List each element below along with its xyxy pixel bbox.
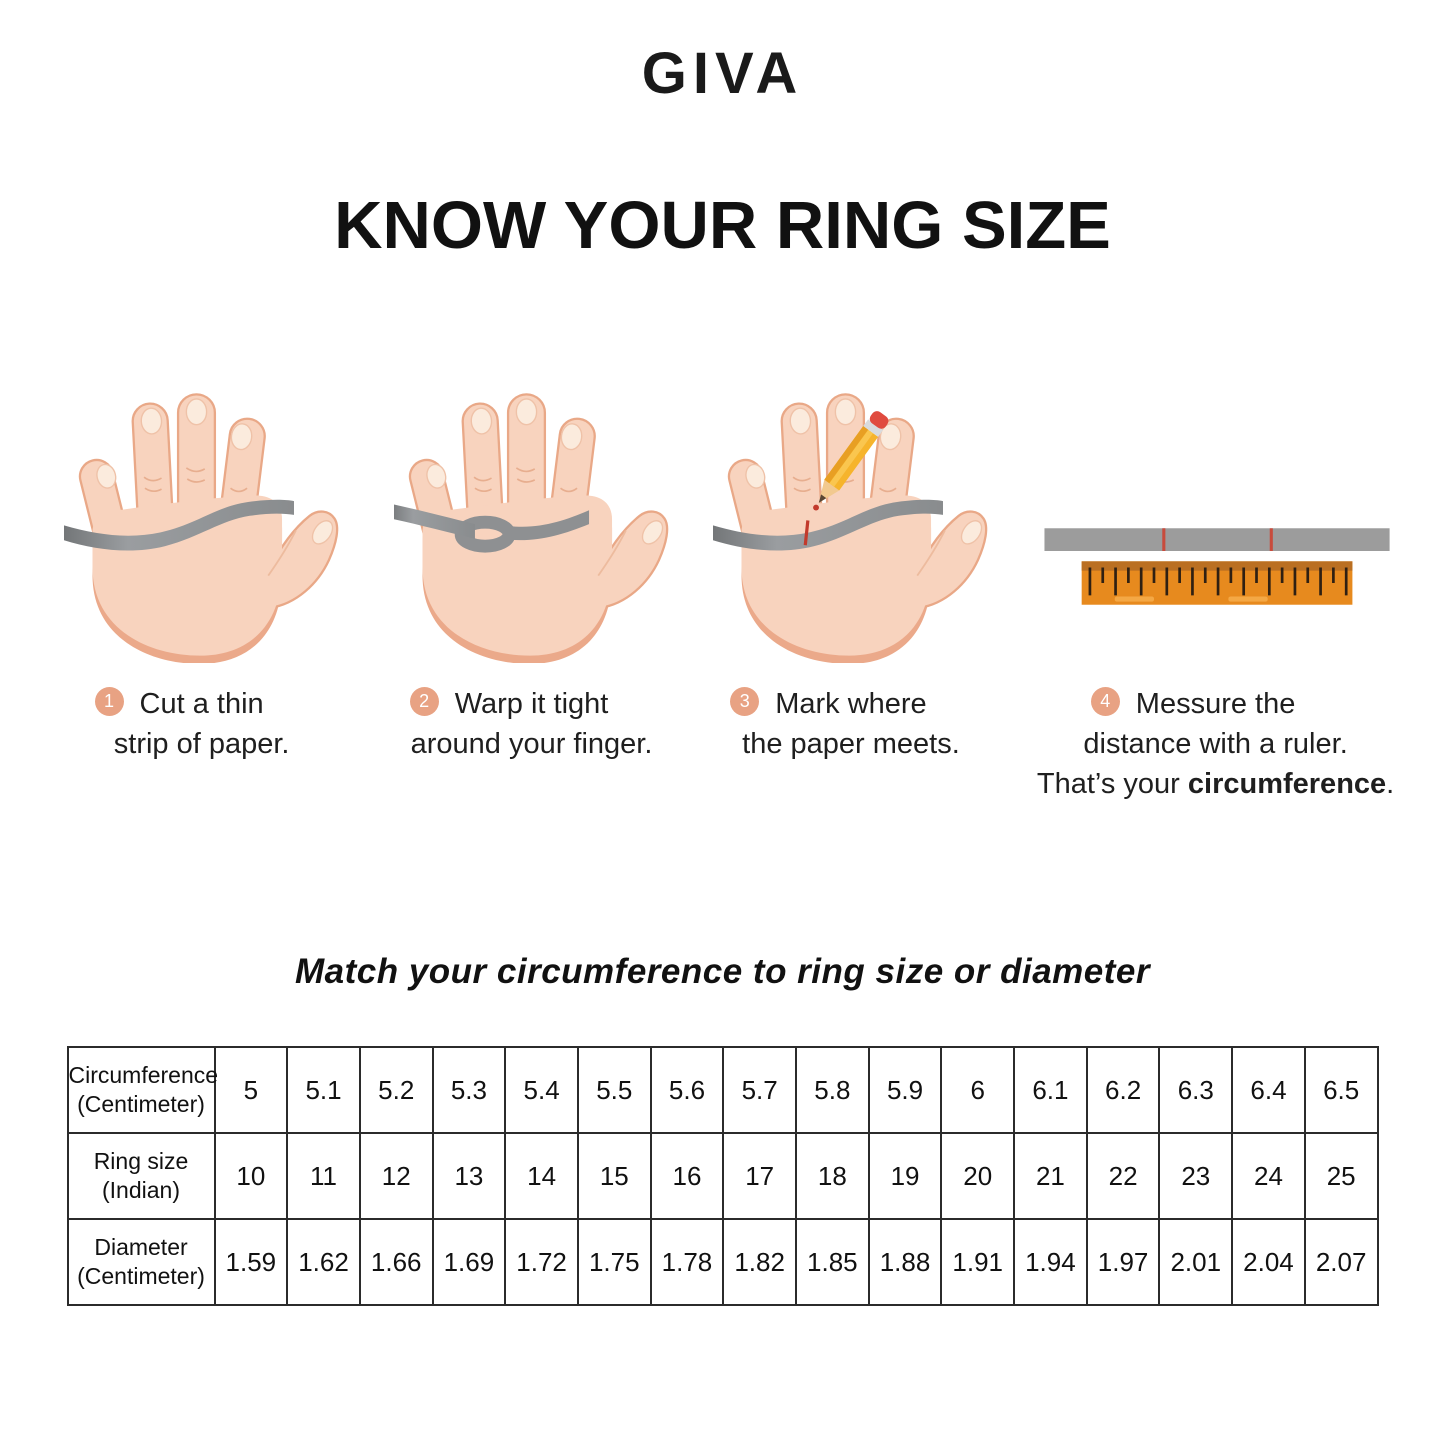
- table-cell: 24: [1231, 1132, 1306, 1221]
- brand-logo: GIVA: [641, 41, 804, 106]
- table-cell: 17: [722, 1132, 797, 1221]
- table-cell: 6.4: [1231, 1046, 1306, 1135]
- page-title: KNOW YOUR RING SIZE: [334, 188, 1111, 263]
- table-cell: 19: [867, 1132, 943, 1221]
- pencil-icon: [818, 411, 889, 503]
- ring-size-table: Circumference (Centimeter) 5 5.1 5.2 5.3 …: [66, 1046, 1379, 1307]
- step-4-line-1: Messure the: [1135, 688, 1296, 720]
- table-row-circumference: Circumference (Centimeter) 5 5.1 5.2 5.3 …: [66, 1046, 1379, 1135]
- step-3: 3 Mark where the paper meets.: [688, 376, 1014, 804]
- step-4: 4 Messure the distance with a ruler. That…: [1014, 376, 1417, 804]
- step-2-caption: 2 Warp it tight around your finger.: [409, 684, 653, 764]
- table-cell: 21: [1013, 1132, 1088, 1221]
- table-cell: 12: [358, 1132, 434, 1221]
- table-cell: 5.7: [722, 1046, 797, 1135]
- row-label-circumference: Circumference (Centimeter): [66, 1046, 218, 1135]
- table-cell: 16: [649, 1132, 725, 1221]
- match-heading: Match your circumference to ring size or…: [294, 952, 1150, 992]
- table-cell: 5.5: [576, 1046, 652, 1135]
- step-1-line-1: Cut a thin: [139, 688, 264, 720]
- table-cell: 1.69: [431, 1218, 507, 1307]
- hand-with-paper-strip-icon: [63, 376, 340, 668]
- table-cell: 1.59: [213, 1218, 289, 1307]
- step-2-number-badge: 2: [409, 687, 439, 716]
- table-cell: 6.1: [1013, 1046, 1088, 1135]
- step-4-number-badge: 4: [1090, 687, 1120, 716]
- row-label-ring-size: Ring size (Indian): [66, 1132, 216, 1221]
- table-cell: 11: [286, 1132, 361, 1221]
- step-2-line-2: around your finger.: [410, 728, 653, 761]
- table-cell: 25: [1303, 1132, 1379, 1221]
- step-1-caption: 1 Cut a thin strip of paper.: [94, 684, 290, 764]
- table-cell: 5: [213, 1046, 289, 1135]
- table-cell: 6.2: [1085, 1046, 1161, 1135]
- step-1-line-2: strip of paper.: [113, 728, 290, 761]
- table-cell: 1.88: [867, 1218, 943, 1307]
- table-row-ring-size: Ring size (Indian) 10 11 12 13 14 15 16 1…: [66, 1132, 1379, 1221]
- step-4-caption: 4 Messure the distance with a ruler. That…: [1037, 684, 1394, 804]
- table-cell: 5.8: [795, 1046, 870, 1135]
- table-cell: 23: [1158, 1132, 1234, 1221]
- table-cell: 5.9: [867, 1046, 943, 1135]
- table-cell: 1.72: [504, 1218, 579, 1307]
- table-cell: 1.91: [940, 1218, 1016, 1307]
- step-2: 2 Warp it tight around your finger.: [375, 376, 688, 804]
- step-2-line-1: Warp it tight: [454, 688, 609, 720]
- table-cell: 1.78: [649, 1218, 725, 1307]
- hand-strip-wrapped-finger-icon: [393, 376, 670, 668]
- table-cell: 2.07: [1303, 1218, 1379, 1307]
- table-cell: 1.66: [358, 1218, 434, 1307]
- table-cell: 5.1: [286, 1046, 361, 1135]
- row-label-diameter: Diameter (Centimeter): [66, 1218, 216, 1307]
- table-cell: 6: [940, 1046, 1016, 1135]
- table-cell: 5.6: [649, 1046, 725, 1135]
- step-1: 1 Cut a thin strip of paper.: [28, 376, 375, 804]
- table-cell: 22: [1085, 1132, 1161, 1221]
- step-3-line-2: the paper meets.: [742, 728, 960, 761]
- table-cell: 1.94: [1013, 1218, 1088, 1307]
- table-cell: 2.04: [1231, 1218, 1306, 1307]
- table-cell: 10: [213, 1132, 289, 1221]
- table-cell: 14: [504, 1132, 579, 1221]
- step-4-line-3: That’s your circumference.: [1036, 768, 1395, 801]
- table-cell: 1.97: [1085, 1218, 1161, 1307]
- steps-row: 1 Cut a thin strip of paper. 2 Warp it tig…: [0, 376, 1445, 804]
- step-1-number-badge: 1: [94, 687, 124, 716]
- table-cell: 6.5: [1303, 1046, 1379, 1135]
- table-cell: 5.2: [358, 1046, 434, 1135]
- table-cell: 13: [431, 1132, 507, 1221]
- step-3-line-1: Mark where: [775, 688, 927, 720]
- table-cell: 18: [795, 1132, 870, 1221]
- table-cell: 20: [940, 1132, 1016, 1221]
- table-cell: 1.82: [722, 1218, 797, 1307]
- table-cell: 1.75: [576, 1218, 652, 1307]
- step-3-number-badge: 3: [730, 687, 760, 716]
- table-cell: 5.3: [431, 1046, 507, 1135]
- table-cell: 5.4: [504, 1046, 579, 1135]
- step-3-caption: 3 Mark where the paper meets.: [730, 684, 960, 764]
- table-cell: 6.3: [1158, 1046, 1234, 1135]
- table-cell: 1.62: [286, 1218, 361, 1307]
- table-row-diameter: Diameter (Centimeter) 1.59 1.62 1.66 1.69…: [66, 1218, 1379, 1307]
- paper-strip-and-ruler-icon: [1030, 376, 1402, 668]
- table-cell: 15: [576, 1132, 652, 1221]
- step-4-line-2: distance with a ruler.: [1083, 728, 1348, 761]
- table-cell: 2.01: [1158, 1218, 1234, 1307]
- hand-strip-pencil-mark-icon: [712, 376, 989, 668]
- table-cell: 1.85: [795, 1218, 870, 1307]
